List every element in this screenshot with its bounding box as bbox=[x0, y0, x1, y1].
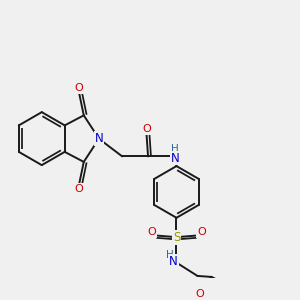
Text: O: O bbox=[197, 227, 206, 237]
Text: O: O bbox=[142, 124, 151, 134]
Text: S: S bbox=[173, 231, 180, 244]
Text: O: O bbox=[196, 289, 204, 299]
Text: N: N bbox=[94, 132, 103, 145]
Text: O: O bbox=[75, 83, 83, 93]
Text: N: N bbox=[169, 255, 178, 268]
Text: H: H bbox=[166, 250, 173, 260]
Text: H: H bbox=[171, 144, 179, 154]
Text: O: O bbox=[75, 184, 83, 194]
Text: N: N bbox=[171, 152, 180, 164]
Text: O: O bbox=[147, 227, 156, 237]
